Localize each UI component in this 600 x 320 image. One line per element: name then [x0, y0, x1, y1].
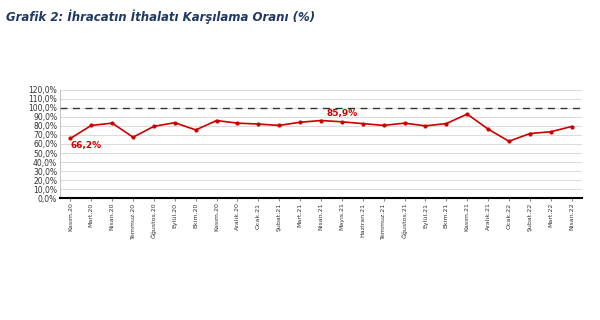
Text: 85,9%: 85,9%	[326, 109, 358, 118]
Text: 79,3%: 79,3%	[0, 319, 1, 320]
Text: 66,2%: 66,2%	[70, 141, 101, 150]
Text: Grafik 2: İhracatın İthalatı Karşılama Oranı (%): Grafik 2: İhracatın İthalatı Karşılama O…	[6, 10, 315, 24]
